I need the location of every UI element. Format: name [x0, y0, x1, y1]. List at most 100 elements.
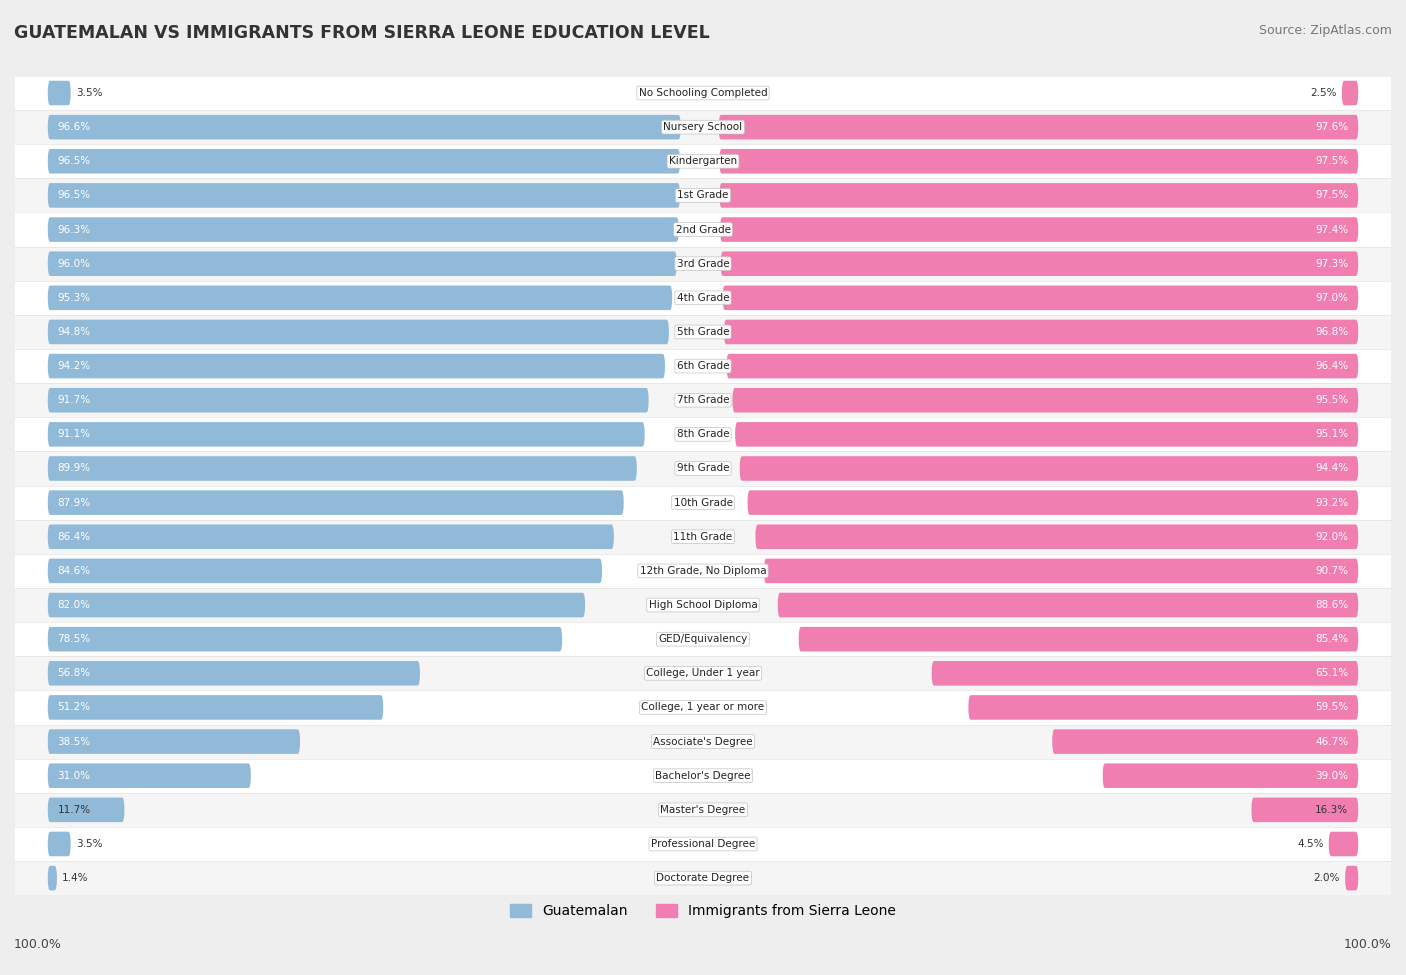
Text: 31.0%: 31.0% — [58, 770, 90, 781]
FancyBboxPatch shape — [48, 490, 624, 515]
FancyBboxPatch shape — [740, 456, 1358, 481]
FancyBboxPatch shape — [733, 388, 1358, 412]
FancyBboxPatch shape — [48, 217, 679, 242]
Text: 96.5%: 96.5% — [58, 156, 91, 167]
FancyBboxPatch shape — [720, 149, 1358, 174]
FancyBboxPatch shape — [778, 593, 1358, 617]
Text: 94.2%: 94.2% — [58, 361, 91, 371]
FancyBboxPatch shape — [48, 252, 676, 276]
Text: 97.6%: 97.6% — [1315, 122, 1348, 133]
FancyBboxPatch shape — [1251, 798, 1358, 822]
Text: 2.5%: 2.5% — [1310, 88, 1337, 98]
Bar — [15, 486, 1391, 520]
FancyBboxPatch shape — [48, 832, 70, 856]
Bar — [15, 656, 1391, 690]
FancyBboxPatch shape — [48, 422, 645, 447]
Text: 86.4%: 86.4% — [58, 531, 91, 542]
Text: 38.5%: 38.5% — [58, 736, 91, 747]
Text: 89.9%: 89.9% — [58, 463, 91, 474]
Text: 96.5%: 96.5% — [58, 190, 91, 201]
FancyBboxPatch shape — [48, 593, 585, 617]
FancyBboxPatch shape — [1346, 866, 1358, 890]
FancyBboxPatch shape — [48, 388, 648, 412]
Text: 51.2%: 51.2% — [58, 702, 91, 713]
Text: 91.1%: 91.1% — [58, 429, 91, 440]
FancyBboxPatch shape — [48, 81, 70, 105]
Bar — [15, 724, 1391, 759]
Text: 1st Grade: 1st Grade — [678, 190, 728, 201]
Text: 91.7%: 91.7% — [58, 395, 91, 406]
Text: 84.6%: 84.6% — [58, 566, 91, 576]
Text: Source: ZipAtlas.com: Source: ZipAtlas.com — [1258, 24, 1392, 37]
Text: 85.4%: 85.4% — [1315, 634, 1348, 644]
Text: 78.5%: 78.5% — [58, 634, 91, 644]
Text: 96.6%: 96.6% — [58, 122, 91, 133]
FancyBboxPatch shape — [48, 866, 56, 890]
Bar — [15, 110, 1391, 144]
Bar — [15, 622, 1391, 656]
Text: 96.0%: 96.0% — [58, 258, 90, 269]
FancyBboxPatch shape — [932, 661, 1358, 685]
Text: 97.0%: 97.0% — [1316, 292, 1348, 303]
Text: 11th Grade: 11th Grade — [673, 531, 733, 542]
Text: 7th Grade: 7th Grade — [676, 395, 730, 406]
Text: 100.0%: 100.0% — [1344, 938, 1392, 951]
Text: 90.7%: 90.7% — [1316, 566, 1348, 576]
Text: 97.5%: 97.5% — [1315, 190, 1348, 201]
FancyBboxPatch shape — [720, 183, 1358, 208]
Text: 94.8%: 94.8% — [58, 327, 91, 337]
Bar — [15, 451, 1391, 486]
Text: 16.3%: 16.3% — [1315, 804, 1348, 815]
Text: 92.0%: 92.0% — [1316, 531, 1348, 542]
Text: 56.8%: 56.8% — [58, 668, 91, 679]
Bar — [15, 178, 1391, 213]
Text: Master's Degree: Master's Degree — [661, 804, 745, 815]
FancyBboxPatch shape — [1052, 729, 1358, 754]
Bar — [15, 383, 1391, 417]
Text: 3.5%: 3.5% — [76, 88, 103, 98]
Text: GUATEMALAN VS IMMIGRANTS FROM SIERRA LEONE EDUCATION LEVEL: GUATEMALAN VS IMMIGRANTS FROM SIERRA LEO… — [14, 24, 710, 42]
Text: 88.6%: 88.6% — [1315, 600, 1348, 610]
Legend: Guatemalan, Immigrants from Sierra Leone: Guatemalan, Immigrants from Sierra Leone — [505, 899, 901, 924]
Text: Bachelor's Degree: Bachelor's Degree — [655, 770, 751, 781]
FancyBboxPatch shape — [755, 525, 1358, 549]
FancyBboxPatch shape — [1102, 763, 1358, 788]
FancyBboxPatch shape — [48, 183, 681, 208]
FancyBboxPatch shape — [735, 422, 1358, 447]
Text: Kindergarten: Kindergarten — [669, 156, 737, 167]
FancyBboxPatch shape — [48, 354, 665, 378]
Text: 96.8%: 96.8% — [1315, 327, 1348, 337]
Text: 87.9%: 87.9% — [58, 497, 91, 508]
FancyBboxPatch shape — [718, 115, 1358, 139]
Bar — [15, 520, 1391, 554]
Text: 3rd Grade: 3rd Grade — [676, 258, 730, 269]
FancyBboxPatch shape — [720, 217, 1358, 242]
Text: 4.5%: 4.5% — [1296, 838, 1323, 849]
Text: 12th Grade, No Diploma: 12th Grade, No Diploma — [640, 566, 766, 576]
Text: 59.5%: 59.5% — [1315, 702, 1348, 713]
FancyBboxPatch shape — [724, 320, 1358, 344]
FancyBboxPatch shape — [969, 695, 1358, 720]
FancyBboxPatch shape — [748, 490, 1358, 515]
FancyBboxPatch shape — [763, 559, 1358, 583]
Bar — [15, 861, 1391, 895]
Bar — [15, 247, 1391, 281]
Text: 46.7%: 46.7% — [1315, 736, 1348, 747]
Text: 2nd Grade: 2nd Grade — [675, 224, 731, 235]
Text: 8th Grade: 8th Grade — [676, 429, 730, 440]
Bar — [15, 213, 1391, 247]
FancyBboxPatch shape — [48, 149, 681, 174]
Bar — [15, 690, 1391, 724]
Text: 95.3%: 95.3% — [58, 292, 91, 303]
Text: 95.5%: 95.5% — [1315, 395, 1348, 406]
Bar — [15, 554, 1391, 588]
Bar — [15, 315, 1391, 349]
Text: 6th Grade: 6th Grade — [676, 361, 730, 371]
Text: 95.1%: 95.1% — [1315, 429, 1348, 440]
FancyBboxPatch shape — [721, 252, 1358, 276]
Bar — [15, 76, 1391, 110]
Text: 96.3%: 96.3% — [58, 224, 91, 235]
Text: 100.0%: 100.0% — [14, 938, 62, 951]
FancyBboxPatch shape — [48, 456, 637, 481]
FancyBboxPatch shape — [48, 695, 384, 720]
